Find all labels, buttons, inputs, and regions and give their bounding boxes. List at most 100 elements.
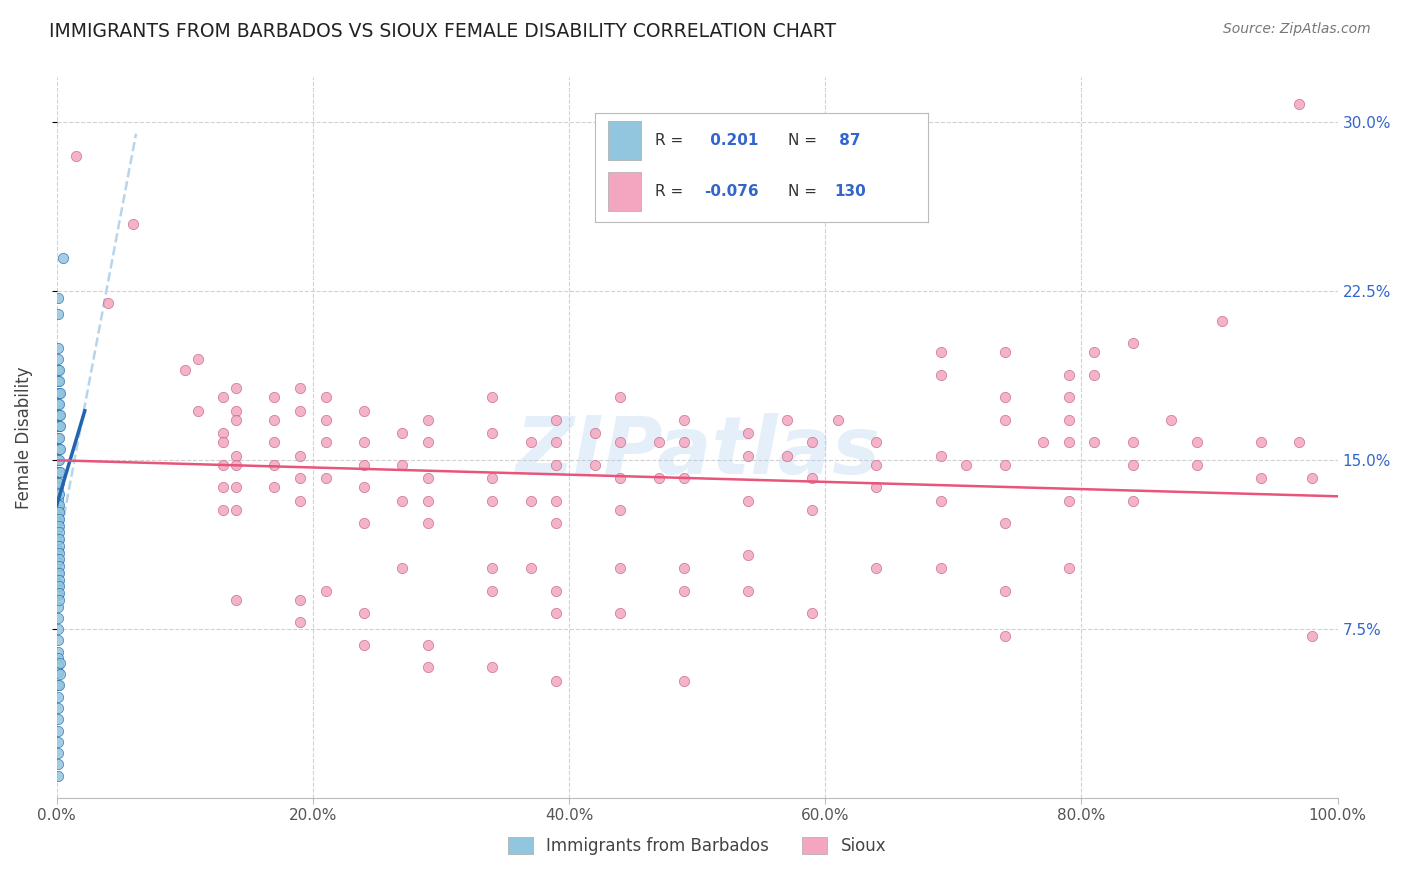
Point	[353, 480, 375, 494]
Point	[186, 351, 208, 366]
Point	[46, 516, 69, 531]
Point	[737, 548, 759, 562]
Point	[46, 566, 69, 580]
Point	[48, 375, 70, 389]
Point	[49, 409, 72, 423]
Point	[737, 426, 759, 441]
Point	[315, 583, 337, 598]
Point	[225, 480, 247, 494]
Point	[48, 546, 70, 560]
Point	[1250, 435, 1272, 450]
Point	[48, 409, 70, 423]
Point	[46, 768, 69, 782]
Point	[481, 426, 503, 441]
Point	[481, 493, 503, 508]
Point	[49, 385, 72, 400]
Point	[1057, 435, 1080, 450]
Point	[673, 673, 696, 688]
Point	[46, 419, 69, 434]
Point	[46, 611, 69, 625]
Point	[315, 390, 337, 404]
Point	[46, 690, 69, 704]
Point	[48, 419, 70, 434]
Point	[353, 638, 375, 652]
Point	[673, 413, 696, 427]
Point	[929, 561, 952, 575]
Point	[46, 465, 69, 479]
Point	[801, 471, 824, 485]
Point	[46, 577, 69, 591]
Point	[1160, 413, 1182, 427]
Point	[225, 449, 247, 463]
Point	[315, 435, 337, 450]
Point	[46, 442, 69, 456]
Point	[225, 593, 247, 607]
Point	[263, 480, 285, 494]
Point	[212, 435, 235, 450]
Point	[481, 471, 503, 485]
Point	[1122, 336, 1144, 351]
Point	[993, 345, 1015, 359]
Point	[46, 599, 69, 614]
Point	[647, 435, 669, 450]
Point	[46, 633, 69, 648]
Point	[46, 543, 69, 558]
Point	[46, 453, 69, 467]
Point	[1083, 368, 1105, 382]
Point	[416, 413, 439, 427]
Point	[353, 458, 375, 472]
Point	[46, 291, 69, 305]
Point	[46, 484, 69, 499]
Point	[481, 561, 503, 575]
Point	[46, 645, 69, 659]
Point	[46, 475, 69, 490]
Point	[97, 295, 120, 310]
Point	[49, 442, 72, 456]
Point	[1122, 493, 1144, 508]
Point	[993, 629, 1015, 643]
Point	[212, 426, 235, 441]
Point	[288, 593, 311, 607]
Point	[46, 735, 69, 749]
Point	[48, 579, 70, 593]
Point	[315, 471, 337, 485]
Point	[647, 471, 669, 485]
Point	[353, 607, 375, 621]
Point	[212, 480, 235, 494]
Point	[737, 583, 759, 598]
Point	[46, 701, 69, 715]
Point	[1185, 435, 1208, 450]
Point	[1185, 458, 1208, 472]
Point	[929, 345, 952, 359]
Point	[65, 149, 87, 163]
Text: N =: N =	[787, 184, 821, 199]
Point	[212, 390, 235, 404]
Point	[416, 471, 439, 485]
Point	[48, 539, 70, 553]
Point	[46, 491, 69, 506]
Point	[481, 660, 503, 674]
Point	[391, 426, 413, 441]
Point	[288, 493, 311, 508]
Point	[416, 660, 439, 674]
Point	[46, 385, 69, 400]
Point	[519, 493, 541, 508]
Point	[46, 363, 69, 377]
Point	[46, 307, 69, 321]
Point	[48, 475, 70, 490]
Point	[391, 561, 413, 575]
Point	[46, 622, 69, 636]
Text: R =: R =	[655, 184, 688, 199]
Point	[48, 566, 70, 580]
Point	[583, 458, 606, 472]
Point	[993, 583, 1015, 598]
Point	[46, 498, 69, 512]
Point	[48, 431, 70, 445]
Point	[929, 368, 952, 382]
Point	[46, 712, 69, 726]
Point	[46, 658, 69, 673]
Point	[1288, 97, 1310, 112]
Point	[673, 583, 696, 598]
Point	[546, 435, 568, 450]
Point	[1122, 435, 1144, 450]
